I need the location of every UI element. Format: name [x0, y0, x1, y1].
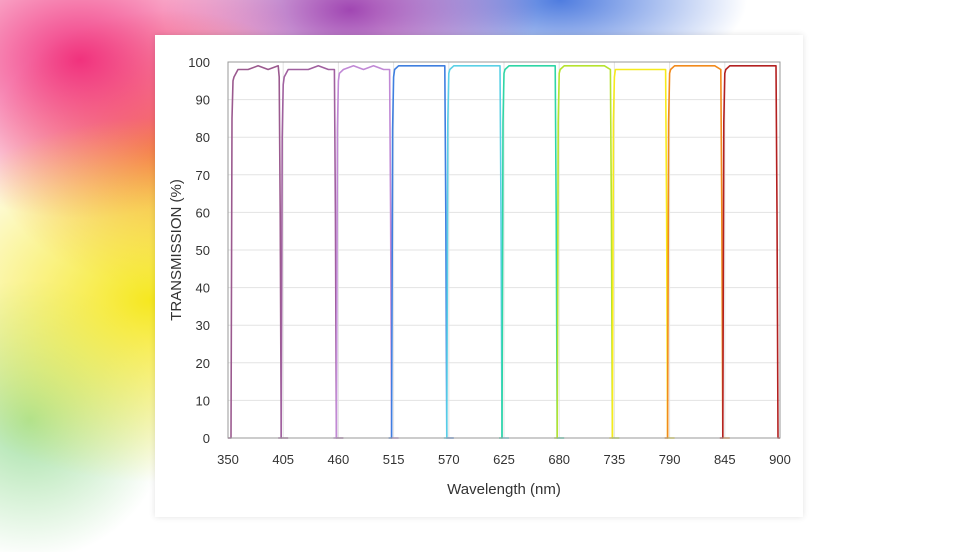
x-tick-label: 735 [604, 452, 626, 467]
x-tick-label: 405 [272, 452, 294, 467]
y-tick-label: 0 [203, 431, 210, 446]
y-tick-label: 60 [196, 205, 210, 220]
chart-panel: 0 10 20 30 40 50 60 70 80 90 100 350 405 460 515 570 62… [155, 35, 803, 517]
y-axis-label: TRANSMISSION (%) [168, 179, 185, 321]
series-group [228, 64, 780, 439]
y-tick-label: 10 [196, 393, 210, 408]
series-line [719, 64, 780, 439]
series-line [609, 68, 675, 439]
x-tick-label: 570 [438, 452, 460, 467]
series-line [333, 64, 399, 439]
y-tick-label: 50 [196, 243, 210, 258]
y-tick-label: 70 [196, 168, 210, 183]
series-line [278, 64, 344, 439]
x-tick-label: 625 [493, 452, 515, 467]
series-line [388, 64, 454, 439]
y-tick-label: 90 [196, 93, 210, 108]
series-line [499, 64, 565, 439]
x-tick-label: 900 [769, 452, 791, 467]
y-tick-label: 20 [196, 356, 210, 371]
y-tick-label: 40 [196, 281, 210, 296]
transmission-chart: 0 10 20 30 40 50 60 70 80 90 100 350 405 460 515 570 62… [168, 55, 791, 498]
x-tick-label: 350 [217, 452, 239, 467]
x-tick-label: 515 [383, 452, 405, 467]
x-tick-label: 790 [659, 452, 681, 467]
x-tick-label: 845 [714, 452, 736, 467]
y-tick-labels: 0 10 20 30 40 50 60 70 80 90 100 [188, 55, 210, 446]
x-tick-label: 680 [548, 452, 570, 467]
series-line [443, 64, 509, 439]
grid [227, 61, 781, 439]
y-tick-label: 80 [196, 130, 210, 145]
y-tick-label: 100 [188, 55, 210, 70]
series-line [554, 64, 620, 439]
series-line [664, 64, 730, 439]
x-tick-labels: 350 405 460 515 570 625 680 735 790 845 900 [217, 452, 791, 467]
plot-frame [227, 61, 781, 439]
y-tick-label: 30 [196, 318, 210, 333]
x-tick-label: 460 [328, 452, 350, 467]
series-line [228, 64, 289, 439]
x-axis-label: Wavelength (nm) [447, 481, 561, 498]
